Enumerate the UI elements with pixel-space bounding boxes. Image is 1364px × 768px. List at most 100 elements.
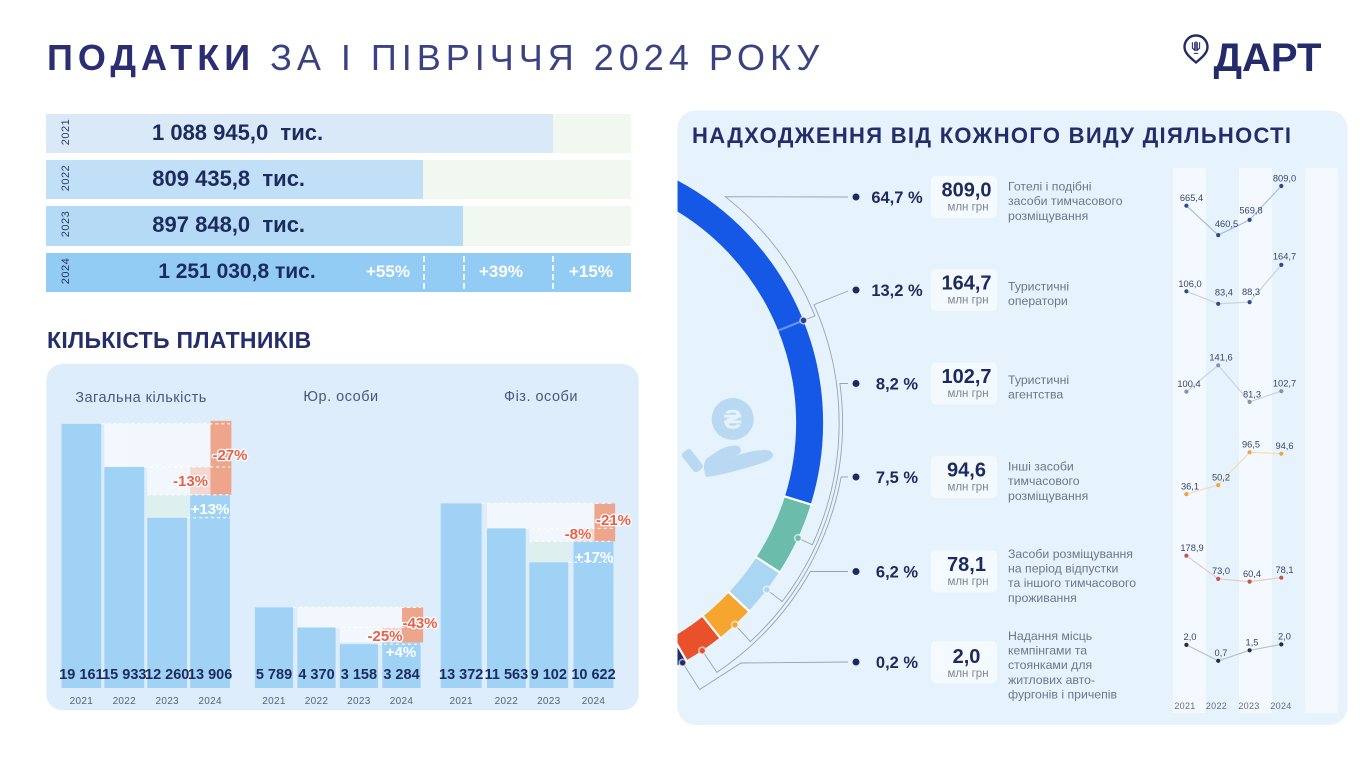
svg-text:13,2 %: 13,2 %	[871, 282, 923, 300]
svg-text:Інші засоби: Інші засоби	[1008, 460, 1074, 474]
svg-text:-43%: -43%	[402, 615, 437, 632]
svg-text:+4%: +4%	[386, 644, 416, 661]
svg-text:83,4: 83,4	[1215, 288, 1233, 298]
svg-text:2,0: 2,0	[1278, 632, 1291, 642]
svg-text:Засоби розміщування: Засоби розміщування	[1008, 547, 1133, 561]
svg-text:-8%: -8%	[565, 526, 592, 543]
svg-text:млн грн: млн грн	[947, 202, 988, 214]
svg-text:164,7: 164,7	[1273, 252, 1296, 262]
svg-text:оператори: оператори	[1008, 294, 1068, 308]
svg-text:81,3: 81,3	[1243, 390, 1261, 400]
svg-text:4 370: 4 370	[298, 667, 334, 683]
svg-text:розміщування: розміщування	[1008, 489, 1088, 503]
svg-text:7,5 %: 7,5 %	[876, 469, 919, 487]
svg-text:стоянками для: стоянками для	[1008, 658, 1092, 672]
svg-text:ДАРТ: ДАРТ	[1213, 36, 1321, 80]
svg-text:1,5: 1,5	[1246, 638, 1259, 648]
svg-text:2021: 2021	[262, 696, 286, 707]
svg-text:60,4: 60,4	[1243, 569, 1261, 579]
svg-text:2022: 2022	[305, 696, 329, 707]
svg-text:2023: 2023	[1238, 701, 1259, 711]
svg-text:64,7 %: 64,7 %	[871, 189, 923, 207]
svg-text:6,2 %: 6,2 %	[876, 563, 919, 581]
svg-text:млн грн: млн грн	[947, 668, 988, 680]
svg-text:2021: 2021	[449, 696, 473, 707]
svg-text:2023: 2023	[537, 696, 561, 707]
svg-text:+17%: +17%	[575, 549, 614, 566]
svg-text:78,1: 78,1	[947, 554, 986, 576]
svg-text:НАДХОДЖЕННЯ ВІД КОЖНОГО ВИДУ Д: НАДХОДЖЕННЯ ВІД КОЖНОГО ВИДУ ДІЯЛЬНОСТІ	[692, 123, 1292, 148]
svg-text:13 372: 13 372	[439, 667, 483, 683]
svg-text:-21%: -21%	[596, 512, 631, 529]
svg-text:9 102: 9 102	[531, 667, 567, 683]
svg-text:164,7: 164,7	[941, 273, 991, 295]
svg-text:0,7: 0,7	[1215, 648, 1228, 658]
svg-text:проживання: проживання	[1008, 591, 1077, 605]
svg-text:102,7: 102,7	[1273, 379, 1296, 389]
svg-text:10 622: 10 622	[571, 667, 615, 683]
svg-text:141,6: 141,6	[1209, 353, 1232, 363]
svg-text:Туристичні: Туристичні	[1008, 279, 1069, 293]
svg-text:2024: 2024	[1270, 701, 1291, 711]
svg-text:2022: 2022	[1206, 701, 1227, 711]
svg-text:2024: 2024	[198, 696, 222, 707]
svg-text:3 158: 3 158	[341, 667, 377, 683]
svg-text:94,6: 94,6	[1275, 441, 1293, 451]
svg-text:та іншого тимчасового: та іншого тимчасового	[1008, 576, 1136, 590]
svg-text:фургонів і причепів: фургонів і причепів	[1008, 687, 1117, 701]
svg-text:102,7: 102,7	[941, 366, 991, 388]
svg-text:36,1: 36,1	[1181, 482, 1199, 492]
svg-text:млн грн: млн грн	[947, 388, 988, 400]
svg-text:809,0: 809,0	[941, 180, 991, 202]
svg-text:2024: 2024	[582, 696, 606, 707]
svg-text:809,0: 809,0	[1273, 174, 1296, 184]
svg-text:-13%: -13%	[173, 473, 208, 490]
svg-text:569,8: 569,8	[1239, 206, 1262, 216]
svg-text:кемпінгами та: кемпінгами та	[1008, 644, 1087, 658]
svg-text:на період відпустки: на період відпустки	[1008, 562, 1119, 576]
svg-text:460,5: 460,5	[1215, 219, 1238, 229]
svg-text:Надання місць: Надання місць	[1008, 629, 1092, 643]
svg-text:8,2 %: 8,2 %	[876, 375, 919, 393]
svg-text:50,2: 50,2	[1212, 473, 1230, 483]
svg-text:3 284: 3 284	[383, 667, 419, 683]
svg-text:+13%: +13%	[191, 501, 230, 518]
svg-text:106,0: 106,0	[1178, 279, 1201, 289]
svg-text:тимчасового: тимчасового	[1008, 474, 1080, 488]
svg-text:13 906: 13 906	[188, 667, 232, 683]
svg-text:2022: 2022	[495, 696, 519, 707]
svg-text:2,0: 2,0	[953, 646, 981, 668]
svg-text:2023: 2023	[155, 696, 179, 707]
svg-text:73,0: 73,0	[1212, 566, 1230, 576]
svg-text:178,9: 178,9	[1180, 543, 1203, 553]
svg-text:Туристичні: Туристичні	[1008, 373, 1069, 387]
svg-text:2021: 2021	[1174, 701, 1195, 711]
svg-text:88,3: 88,3	[1242, 287, 1260, 297]
svg-text:млн грн: млн грн	[947, 295, 988, 307]
svg-text:2021: 2021	[70, 696, 94, 707]
svg-text:19 161: 19 161	[59, 667, 103, 683]
svg-text:-25%: -25%	[367, 628, 402, 645]
svg-text:2023: 2023	[347, 696, 371, 707]
svg-text:₴: ₴	[724, 405, 742, 435]
svg-text:78,1: 78,1	[1275, 565, 1293, 575]
svg-text:Готелі і подібні: Готелі і подібні	[1008, 180, 1092, 194]
svg-text:млн грн: млн грн	[947, 482, 988, 494]
svg-text:2022: 2022	[113, 696, 137, 707]
svg-text:96,5: 96,5	[1242, 440, 1260, 450]
svg-text:0,2 %: 0,2 %	[876, 654, 919, 672]
svg-text:млн грн: млн грн	[947, 576, 988, 588]
svg-text:5 789: 5 789	[256, 667, 292, 683]
svg-text:засоби тимчасового: засоби тимчасового	[1008, 194, 1123, 208]
svg-text:100,4: 100,4	[1177, 379, 1200, 389]
svg-text:житлових авто-: житлових авто-	[1008, 673, 1095, 687]
svg-text:11 563: 11 563	[485, 667, 529, 683]
svg-text:Фіз. особи: Фіз. особи	[504, 389, 578, 405]
svg-text:665,4: 665,4	[1180, 193, 1203, 203]
svg-text:Юр. особи: Юр. особи	[303, 389, 378, 405]
svg-text:розміщування: розміщування	[1008, 209, 1088, 223]
svg-text:94,6: 94,6	[947, 460, 986, 482]
svg-text:12 260: 12 260	[145, 667, 189, 683]
svg-text:-27%: -27%	[212, 447, 247, 464]
svg-text:15 933: 15 933	[102, 667, 146, 683]
